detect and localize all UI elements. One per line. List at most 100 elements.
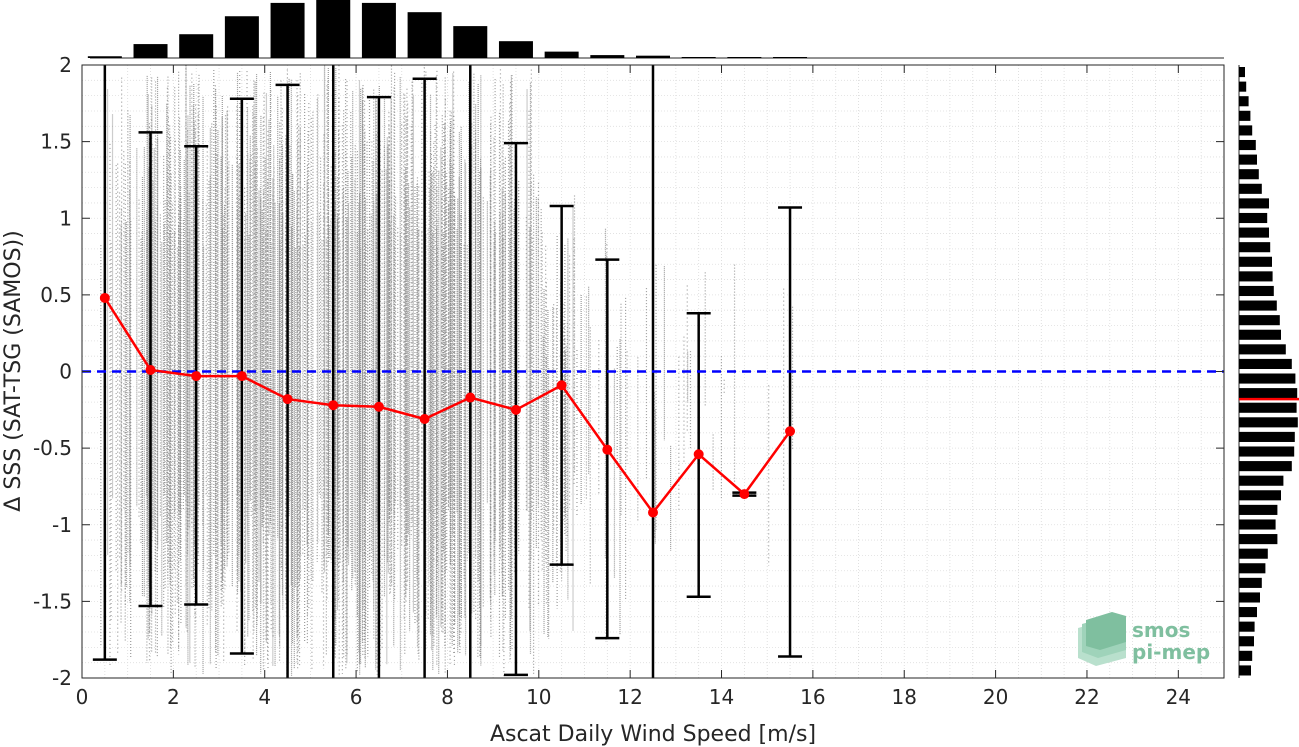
top-histogram-bar xyxy=(179,34,214,58)
right-histogram-bar xyxy=(1239,212,1268,224)
mean-series xyxy=(99,292,796,518)
right-histogram-bar xyxy=(1239,125,1253,136)
series-point xyxy=(145,364,156,375)
series-point xyxy=(282,394,293,405)
x-tick-label: 20 xyxy=(983,685,1008,709)
top-histogram-bar xyxy=(590,55,625,58)
x-tick-label: 14 xyxy=(709,685,734,709)
series-point xyxy=(785,426,796,437)
x-tick-label: 24 xyxy=(1166,685,1191,709)
series-point xyxy=(465,392,476,403)
x-tick-label: 22 xyxy=(1074,685,1099,709)
series-point xyxy=(648,507,658,518)
top-histogram-bar xyxy=(681,57,716,58)
right-histogram-bar xyxy=(1239,665,1251,676)
top-histogram-bar xyxy=(87,56,122,58)
right-histogram-bar xyxy=(1239,577,1262,588)
y-tick-label: -1 xyxy=(52,513,72,537)
right-histogram-bar xyxy=(1239,227,1269,238)
x-tick-label: 12 xyxy=(617,685,642,709)
right-histogram-bar xyxy=(1239,490,1281,501)
right-histogram-bar xyxy=(1239,256,1272,267)
right-histogram-bar xyxy=(1239,139,1256,151)
right-histogram-bar xyxy=(1239,315,1280,326)
right-histogram-bar xyxy=(1239,475,1284,486)
right-histogram-bar xyxy=(1239,592,1260,603)
y-axis-label: Δ SSS (SAT-TSG (SAMOS)) xyxy=(1,230,26,511)
series-point xyxy=(510,404,521,415)
right-histogram-bar xyxy=(1239,431,1295,442)
x-tick-label: 8 xyxy=(441,685,454,709)
logo-layers-icon xyxy=(1078,612,1126,666)
series-point xyxy=(328,400,339,411)
x-tick-label: 0 xyxy=(76,685,89,709)
series-point xyxy=(373,401,384,412)
x-tick-labels: 0 2 4 6 8 10 12 14 16 18 20 22 24 xyxy=(76,685,1191,709)
top-histogram-bar xyxy=(773,57,808,58)
x-axis-label: Ascat Daily Wind Speed [m/s] xyxy=(490,722,816,747)
x-tick-label: 10 xyxy=(526,685,551,709)
right-histogram-bar xyxy=(1239,607,1257,618)
right-histogram-bar xyxy=(1239,329,1281,340)
logo-text-pimep: pi-mep xyxy=(1132,640,1210,664)
top-histogram-bar xyxy=(133,44,168,58)
top-histogram-bar xyxy=(270,2,305,58)
x-tick-label: 6 xyxy=(350,685,363,709)
series-point xyxy=(602,444,613,455)
right-histogram-bar xyxy=(1239,285,1274,297)
right-histogram-bar xyxy=(1239,461,1292,472)
right-histogram-bar xyxy=(1239,344,1286,355)
right-histogram-bar xyxy=(1239,198,1269,209)
top-histogram-bar xyxy=(453,26,488,58)
right-histogram-bar xyxy=(1239,534,1278,545)
right-histogram-bar xyxy=(1239,402,1297,413)
top-histogram-bar xyxy=(544,51,579,58)
y-tick-label: -0.5 xyxy=(33,436,72,460)
top-histogram-bar xyxy=(361,2,396,58)
right-histogram-bar xyxy=(1239,169,1259,180)
series-point xyxy=(556,380,567,391)
y-tick-label: 0 xyxy=(59,360,72,384)
right-histogram-bar xyxy=(1239,636,1254,647)
right-histogram-bar xyxy=(1239,621,1255,632)
right-histogram-bar xyxy=(1239,388,1298,399)
top-histogram-bar xyxy=(316,0,351,58)
right-histogram-bar xyxy=(1239,183,1262,194)
series-point xyxy=(191,371,202,382)
top-histogram xyxy=(87,0,1224,59)
right-histogram-bar xyxy=(1239,110,1251,121)
right-histogram-bar xyxy=(1239,96,1249,107)
right-histogram-bar xyxy=(1239,154,1257,165)
y-tick-label: -1.5 xyxy=(33,589,72,613)
y-tick-label: 2 xyxy=(59,53,72,77)
x-tick-label: 4 xyxy=(258,685,271,709)
right-histogram-bar xyxy=(1239,271,1273,282)
x-tick-label: 2 xyxy=(167,685,180,709)
right-histogram-bar xyxy=(1239,81,1247,92)
x-tick-label: 16 xyxy=(800,685,825,709)
y-tick-label: -2 xyxy=(52,666,72,690)
y-tick-label: 1.5 xyxy=(40,130,72,154)
right-histogram-bar xyxy=(1239,242,1271,253)
x-tick-label: 18 xyxy=(892,685,917,709)
right-histogram-bar xyxy=(1239,358,1292,369)
right-histogram-bar xyxy=(1239,373,1296,384)
right-histogram-bar xyxy=(1239,650,1253,661)
series-point xyxy=(739,489,750,500)
logo-text-smos: smos xyxy=(1132,618,1190,642)
right-histogram-bar xyxy=(1239,563,1266,574)
series-point xyxy=(236,371,247,382)
top-histogram-bar xyxy=(727,57,762,58)
right-histogram-bar xyxy=(1239,67,1245,78)
y-tick-label: 0.5 xyxy=(40,283,72,307)
right-histogram-bar xyxy=(1239,446,1295,457)
axis-ticks xyxy=(81,64,1224,679)
series-point xyxy=(693,449,704,460)
right-histogram-bar xyxy=(1239,548,1268,559)
top-histogram-bar xyxy=(498,41,533,58)
right-histogram-bar xyxy=(1239,417,1298,428)
smos-pimep-logo: smos pi-mep xyxy=(1078,612,1210,666)
y-tick-labels: -2 -1.5 -1 -0.5 0 0.5 1 1.5 2 xyxy=(33,53,72,690)
right-histogram-bar xyxy=(1239,300,1277,311)
